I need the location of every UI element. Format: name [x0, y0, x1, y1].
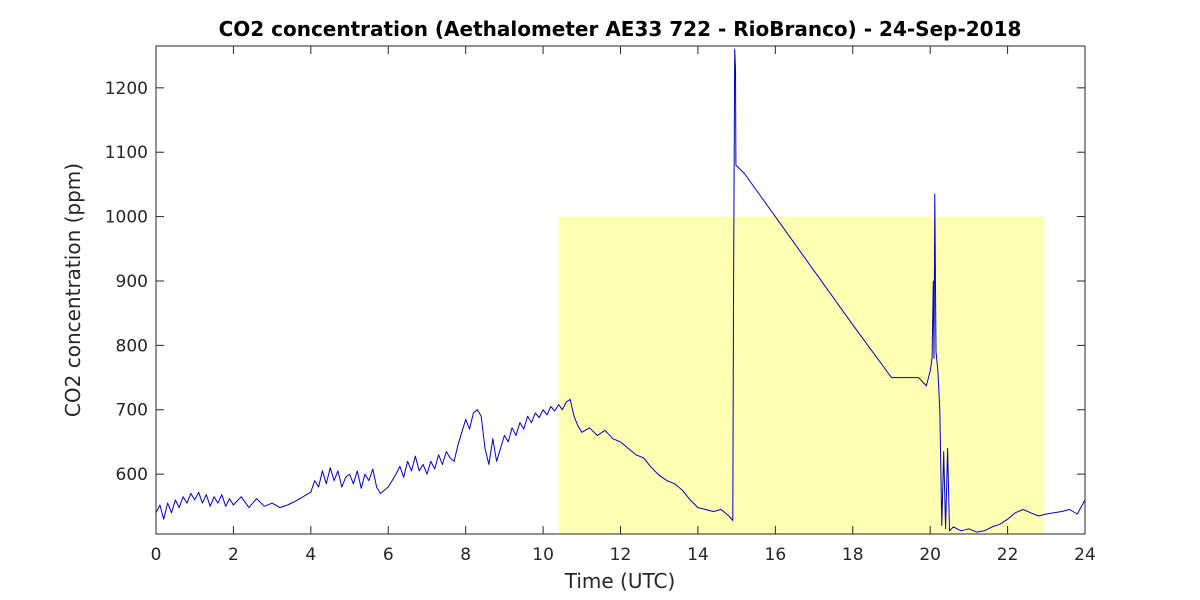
- x-tick-label: 4: [305, 545, 316, 565]
- x-tick-label: 12: [610, 545, 632, 565]
- y-tick-label: 600: [116, 465, 148, 485]
- y-tick-label: 800: [116, 336, 148, 356]
- x-tick-label: 18: [842, 545, 864, 565]
- x-tick-label: 20: [919, 545, 941, 565]
- axes: 0 2 4 6 8 10 12 14 16 18 20 22 246007008009001000110…: [105, 45, 1096, 565]
- x-tick-label: 8: [460, 545, 471, 565]
- y-tick-label: 700: [116, 401, 148, 421]
- y-tick-label: 1100: [105, 143, 148, 163]
- x-tick-label: 24: [1074, 545, 1096, 565]
- y-tick-label: 1000: [105, 208, 148, 228]
- highlight-region: [558, 216, 1045, 534]
- y-axis-label: CO2 concentration (ppm): [61, 163, 85, 417]
- series-line-0: [155, 48, 1086, 533]
- x-tick-label: 10: [532, 545, 554, 565]
- x-tick-label: 14: [687, 545, 709, 565]
- x-tick-label: 0: [151, 545, 162, 565]
- chart-title: CO2 concentration (Aethalometer AE33 722…: [219, 17, 1022, 41]
- plot-area: [155, 48, 1086, 534]
- y-tick-label: 1200: [105, 79, 148, 99]
- x-tick-label: 2: [228, 545, 239, 565]
- x-tick-label: 16: [765, 545, 787, 565]
- x-axis-label: Time (UTC): [564, 569, 676, 593]
- x-tick-label: 22: [997, 545, 1019, 565]
- x-tick-label: 6: [383, 545, 394, 565]
- y-tick-label: 900: [116, 272, 148, 292]
